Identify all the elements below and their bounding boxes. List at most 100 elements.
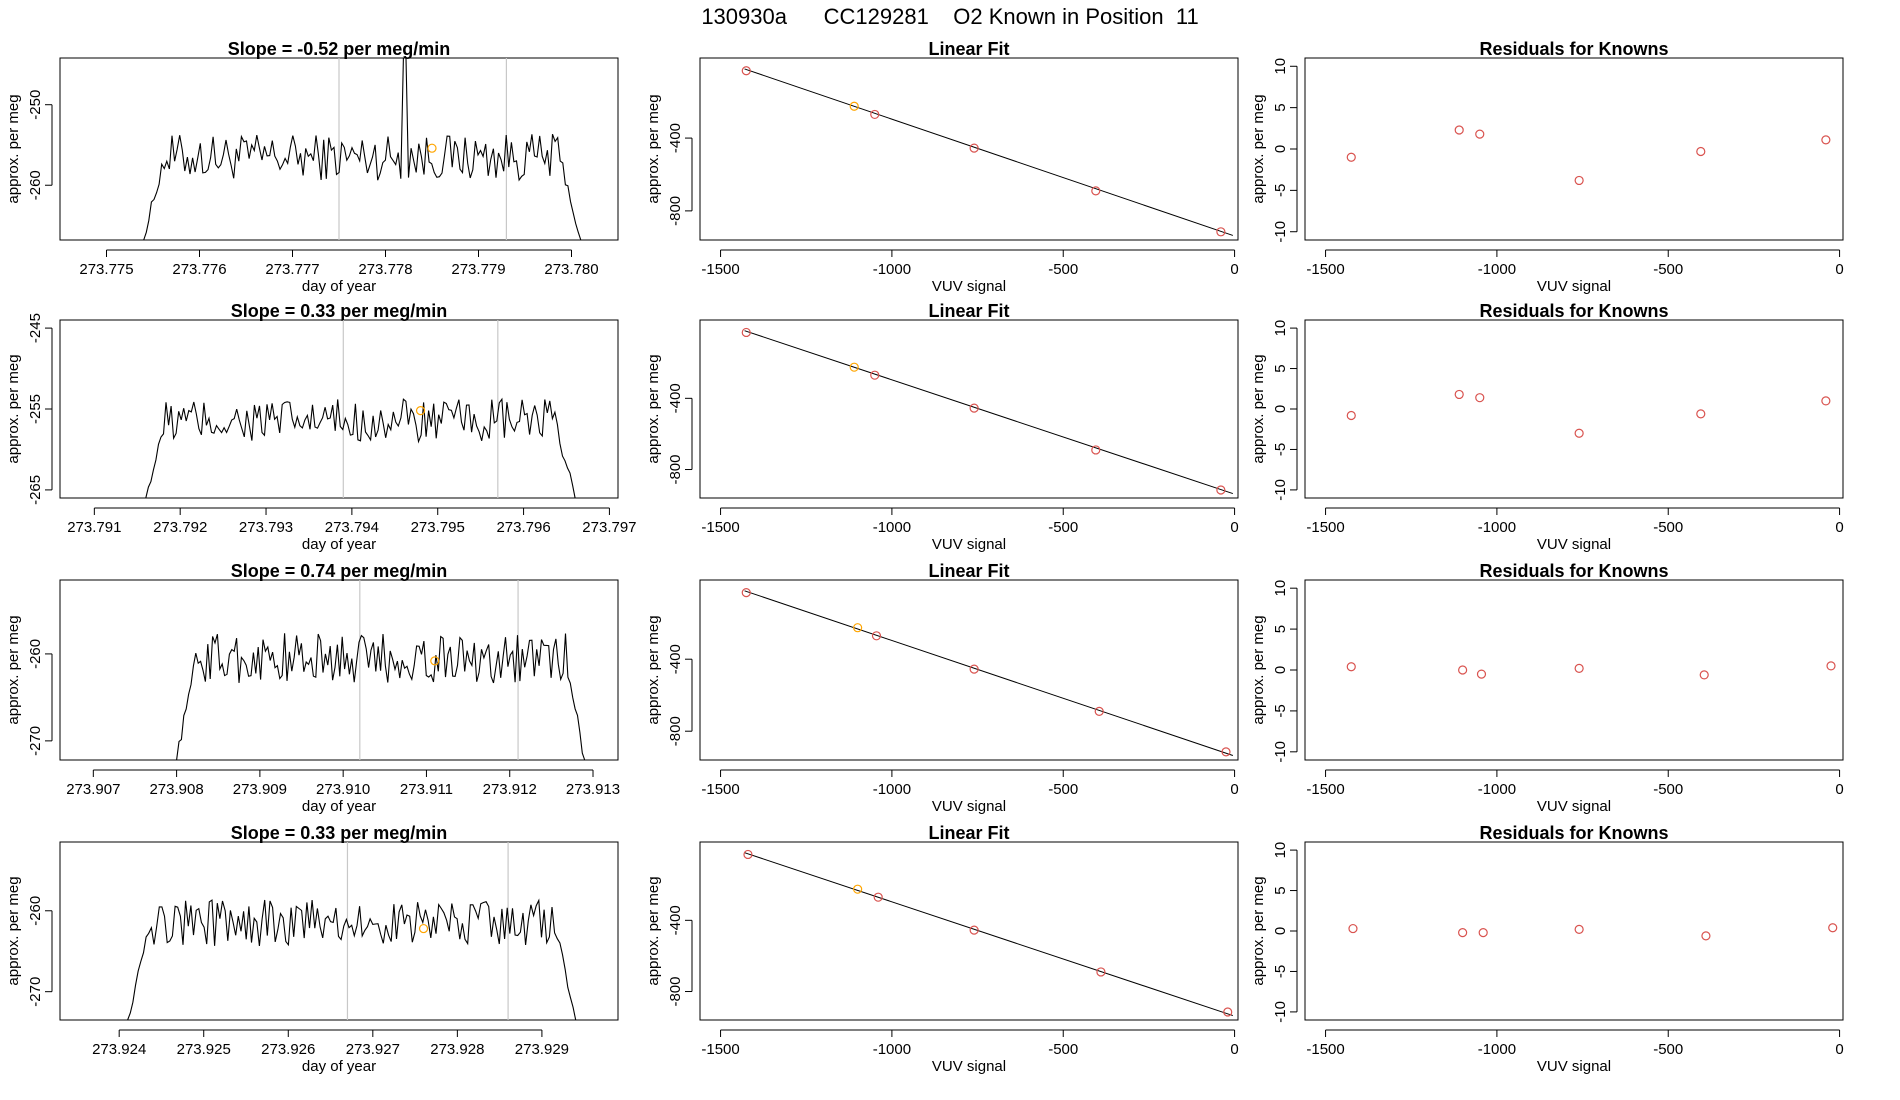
y-tick-label: -270 xyxy=(27,977,44,1007)
x-tick-label: 273.929 xyxy=(515,1041,569,1058)
x-tick-label: 0 xyxy=(1230,519,1238,536)
data-point xyxy=(1458,928,1468,938)
panel-title: Linear Fit xyxy=(928,561,1009,581)
y-axis-label: approx. per meg xyxy=(645,615,662,724)
x-tick-label: -1500 xyxy=(1306,781,1344,798)
y-axis-label: approx. per meg xyxy=(645,94,662,203)
x-tick-label: 273.910 xyxy=(316,781,370,798)
data-point xyxy=(1346,662,1356,672)
y-tick-label: -10 xyxy=(1272,741,1289,763)
data-point xyxy=(1574,924,1584,934)
x-tick-label: 0 xyxy=(1835,261,1843,278)
fit-line xyxy=(744,330,1234,495)
x-tick-label: 0 xyxy=(1230,781,1238,798)
data-point xyxy=(1476,669,1487,679)
x-tick-label: 273.924 xyxy=(92,1041,146,1058)
y-axis-label: approx. per meg xyxy=(1250,615,1267,724)
plot-frame xyxy=(699,57,1239,241)
plot-frame xyxy=(1304,579,1844,761)
panel-title: Residuals for Knowns xyxy=(1479,301,1668,321)
y-tick-label: 10 xyxy=(1272,580,1289,597)
x-tick-label: -500 xyxy=(1048,781,1078,798)
y-tick-label: -250 xyxy=(27,90,44,120)
x-tick-label: -1000 xyxy=(873,781,911,798)
panel-title: Residuals for Knowns xyxy=(1479,561,1668,581)
y-tick-label: 5 xyxy=(1272,103,1289,111)
data-point xyxy=(741,66,751,76)
data-point xyxy=(1216,227,1226,237)
panel-title: Residuals for Knowns xyxy=(1479,39,1668,59)
data-trace xyxy=(143,57,582,241)
x-tick-label: -1000 xyxy=(1478,261,1516,278)
y-tick-label: -800 xyxy=(667,977,684,1007)
known-point xyxy=(427,143,437,153)
plot-frame xyxy=(699,841,1239,1021)
data-point xyxy=(853,884,863,894)
x-axis-label: VUV signal xyxy=(1537,536,1611,553)
x-tick-label: 0 xyxy=(1230,261,1238,278)
y-tick-label: -270 xyxy=(27,726,44,756)
x-tick-label: 273.912 xyxy=(483,781,537,798)
data-point xyxy=(849,362,859,372)
y-tick-label: -10 xyxy=(1272,221,1289,243)
x-tick-label: 273.776 xyxy=(172,261,226,278)
data-point xyxy=(1701,931,1711,941)
y-tick-label: -255 xyxy=(27,394,44,424)
data-point xyxy=(1821,396,1831,406)
known-point xyxy=(415,406,426,416)
data-point xyxy=(1091,445,1101,455)
data-point xyxy=(1348,923,1358,934)
y-axis-label: approx. per meg xyxy=(645,876,662,985)
x-tick-label: 273.775 xyxy=(79,261,133,278)
y-tick-label: -260 xyxy=(27,639,44,669)
x-tick-label: 273.928 xyxy=(430,1041,484,1058)
data-point xyxy=(1346,410,1356,421)
y-tick-label: 5 xyxy=(1272,886,1289,894)
y-tick-label: -400 xyxy=(667,383,684,413)
x-tick-label: -1500 xyxy=(701,261,739,278)
panel-title: Linear Fit xyxy=(928,823,1009,843)
x-axis-label: VUV signal xyxy=(1537,278,1611,295)
y-tick-label: 5 xyxy=(1272,625,1289,633)
x-axis-label: VUV signal xyxy=(1537,798,1611,815)
panel-title: Linear Fit xyxy=(928,39,1009,59)
y-tick-label: -260 xyxy=(27,896,44,926)
plot-frame xyxy=(59,841,619,1021)
y-tick-label: 0 xyxy=(1272,405,1289,413)
y-axis-label: approx. per meg xyxy=(5,876,22,985)
y-tick-label: -800 xyxy=(667,716,684,746)
data-point xyxy=(871,631,882,641)
data-point xyxy=(1828,923,1838,933)
x-tick-label: -500 xyxy=(1653,1041,1683,1058)
panel-title: Slope = 0.33 per meg/min xyxy=(231,823,448,843)
figure-title: 130930a CC129281 O2 Known in Position 11 xyxy=(701,4,1199,29)
data-point xyxy=(1475,393,1485,403)
x-tick-label: 273.913 xyxy=(566,781,620,798)
x-tick-label: -1500 xyxy=(1306,261,1344,278)
y-tick-label: -265 xyxy=(27,475,44,505)
y-tick-label: 10 xyxy=(1272,842,1289,859)
x-tick-label: 273.911 xyxy=(400,781,453,798)
x-tick-label: -500 xyxy=(1048,261,1078,278)
y-axis-label: approx. per meg xyxy=(1250,354,1267,463)
data-point xyxy=(1094,706,1104,717)
known-point xyxy=(430,656,440,666)
x-axis-label: VUV signal xyxy=(932,1058,1006,1075)
x-tick-label: 273.793 xyxy=(239,519,293,536)
x-tick-label: -1000 xyxy=(873,261,911,278)
x-tick-label: -1000 xyxy=(873,519,911,536)
data-trace xyxy=(176,633,586,761)
data-point xyxy=(743,849,753,860)
data-point xyxy=(1574,663,1584,673)
panel-title: Slope = 0.74 per meg/min xyxy=(231,561,448,581)
x-tick-label: -1000 xyxy=(1478,781,1516,798)
x-tick-label: 273.796 xyxy=(496,519,550,536)
y-tick-label: -400 xyxy=(667,123,684,153)
data-point xyxy=(853,623,863,633)
x-axis-label: VUV signal xyxy=(932,536,1006,553)
plot-frame xyxy=(699,579,1239,761)
data-point xyxy=(1454,125,1464,135)
data-point xyxy=(969,925,979,935)
x-tick-label: 273.779 xyxy=(451,261,505,278)
